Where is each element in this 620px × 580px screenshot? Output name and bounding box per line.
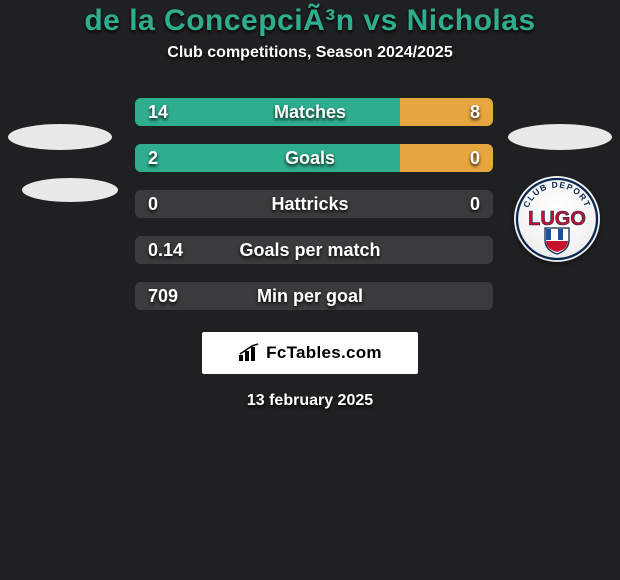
stat-value-right: 0 bbox=[470, 190, 480, 218]
svg-text:LUGO: LUGO bbox=[528, 208, 586, 230]
club-logo-lugo: CLUB DEPORT LUGO bbox=[514, 176, 600, 262]
stat-value-left: 2 bbox=[148, 144, 158, 172]
stat-bar-left bbox=[135, 144, 400, 172]
stat-value-left: 0 bbox=[148, 190, 158, 218]
lugo-badge-icon: CLUB DEPORT LUGO bbox=[514, 176, 600, 262]
player-placeholder-right-1 bbox=[508, 124, 612, 150]
stat-value-right: 0 bbox=[470, 144, 480, 172]
player-placeholder-left-2 bbox=[22, 178, 118, 202]
stat-row: Min per goal 709 bbox=[0, 274, 620, 320]
stat-label: Goals per match bbox=[239, 236, 380, 264]
stat-value-left: 0.14 bbox=[148, 236, 183, 264]
stat-value-left: 14 bbox=[148, 98, 168, 126]
infographic-root: de la ConcepciÃ³n vs Nicholas Club compe… bbox=[0, 0, 620, 410]
stat-value-right: 8 bbox=[470, 98, 480, 126]
brand-badge: FcTables.com bbox=[202, 332, 418, 374]
date-text: 13 february 2025 bbox=[0, 392, 620, 410]
page-title: de la ConcepciÃ³n vs Nicholas bbox=[0, 4, 620, 38]
stat-label: Min per goal bbox=[257, 282, 363, 310]
stat-label: Hattricks bbox=[271, 190, 348, 218]
bars-icon bbox=[238, 343, 260, 363]
stat-label: Goals bbox=[285, 144, 335, 172]
stat-value-left: 709 bbox=[148, 282, 178, 310]
brand-text: FcTables.com bbox=[266, 343, 382, 363]
player-placeholder-left-1 bbox=[8, 124, 112, 150]
subtitle: Club competitions, Season 2024/2025 bbox=[0, 44, 620, 62]
stat-label: Matches bbox=[274, 98, 346, 126]
stat-bar-left bbox=[135, 98, 400, 126]
svg-text:CLUB DEPORT: CLUB DEPORT bbox=[521, 180, 593, 210]
